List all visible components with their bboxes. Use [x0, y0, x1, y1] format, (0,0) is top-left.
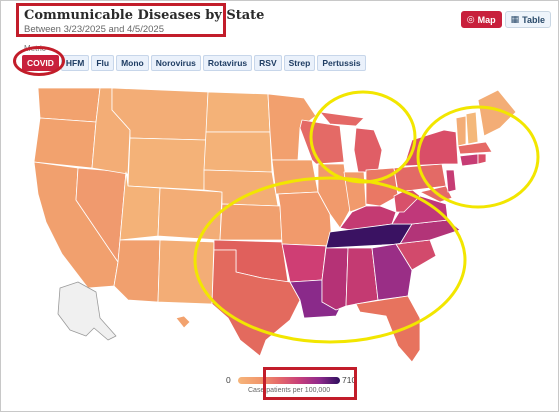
map-view-button[interactable]: ◎ Map [460, 11, 502, 28]
tab-hfm[interactable]: HFM [60, 55, 90, 71]
state-mississippi[interactable] [321, 247, 349, 311]
legend-caption: Case patients per 100,000 [248, 387, 331, 394]
state-michigan[interactable] [353, 127, 383, 173]
view-toggle: ◎ Map ▦ Table [460, 11, 551, 28]
state-iowa[interactable] [271, 159, 319, 195]
highlight-great-lakes [309, 90, 417, 184]
legend-gradient-bar [238, 377, 340, 384]
state-ohio[interactable] [365, 167, 399, 207]
legend-highlight-box [263, 367, 357, 400]
state-rhode-island[interactable] [477, 153, 487, 165]
table-icon: ▦ [510, 14, 520, 24]
date-range-subtitle: Between 3/23/2025 and 4/5/2025 [24, 24, 164, 35]
table-view-label: Table [522, 14, 545, 25]
state-south-dakota[interactable] [203, 131, 273, 173]
globe-icon: ◎ [466, 14, 475, 24]
state-new-hampshire[interactable] [465, 111, 479, 145]
highlight-northeast [416, 105, 540, 209]
state-connecticut[interactable] [459, 153, 479, 167]
state-oregon[interactable] [33, 117, 97, 169]
color-legend: 0 710 Case patients per 100,000 [226, 372, 356, 400]
table-view-button[interactable]: ▦ Table [504, 11, 551, 28]
legend-max-value: 710 [342, 375, 357, 385]
state-maine[interactable] [477, 89, 517, 137]
tab-pertussis[interactable]: Pertussis [317, 55, 366, 71]
page-title: Communicable Diseases by State [24, 8, 265, 23]
state-wyoming[interactable] [127, 137, 207, 191]
map-view-label: Map [477, 14, 496, 25]
covid-tab-highlight [13, 46, 65, 76]
tab-rsv[interactable]: RSV [254, 55, 282, 71]
state-michigan-upper[interactable] [319, 111, 365, 127]
tab-mono[interactable]: Mono [116, 55, 149, 71]
highlight-southeast [193, 176, 467, 344]
state-kansas[interactable] [219, 203, 283, 241]
tab-norovirus[interactable]: Norovirus [150, 55, 201, 71]
state-washington[interactable] [37, 87, 101, 123]
legend-min-value: 0 [226, 375, 231, 385]
state-hawaii[interactable] [175, 315, 191, 329]
title-highlight-box [16, 3, 226, 37]
state-north-dakota[interactable] [205, 91, 271, 133]
state-minnesota[interactable] [267, 93, 317, 161]
state-colorado[interactable] [157, 187, 223, 241]
state-arizona[interactable] [113, 239, 161, 303]
state-alaska[interactable] [57, 281, 117, 341]
tab-strep[interactable]: Strep [283, 55, 316, 71]
state-vermont[interactable] [455, 115, 467, 147]
state-arkansas[interactable] [281, 243, 327, 283]
state-new-jersey[interactable] [445, 169, 457, 193]
state-florida[interactable] [355, 295, 421, 363]
state-georgia[interactable] [371, 243, 413, 301]
state-massachusetts[interactable] [457, 141, 493, 155]
state-wisconsin[interactable] [299, 119, 345, 165]
state-texas[interactable] [211, 249, 301, 357]
tab-flu[interactable]: Flu [91, 55, 115, 71]
tab-rotavirus[interactable]: Rotavirus [202, 55, 253, 71]
